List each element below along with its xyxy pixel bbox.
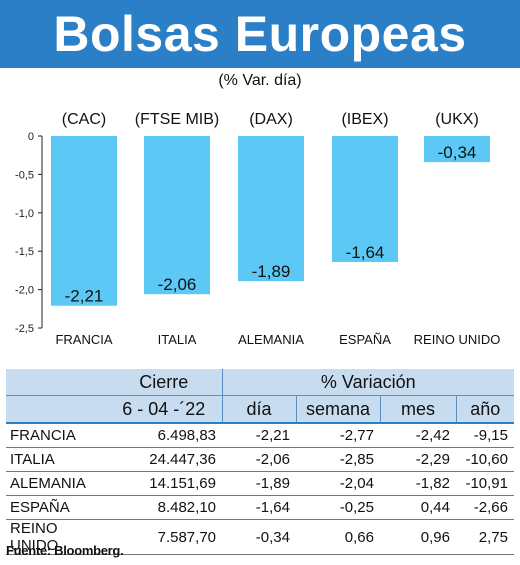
data-label: -0,34 [438,143,477,162]
y-tick-label: -0,5 [15,169,34,181]
row-semana: -2,04 [296,471,380,496]
category-label: FRANCIA [55,332,112,347]
series-code-label: (CAC) [62,111,106,128]
category-label: ESPAÑA [339,332,391,347]
y-tick-label: -1,0 [15,208,34,220]
row-mes: 0,44 [380,495,456,520]
bar [51,136,117,306]
data-label: -2,21 [65,287,104,306]
table-row: FRANCIA 6.498,83 -2,21 -2,77 -2,42 -9,15 [6,423,514,448]
row-cierre: 8.482,10 [106,495,222,520]
bar [424,136,490,163]
category-label: REINO UNIDO [414,332,501,347]
source-note: Fuente: Bloomberg. [6,543,124,558]
row-mes: 0,96 [380,519,456,555]
data-table-wrapper: Cierre % Variación 6 - 04 -´22 día seman… [6,369,514,555]
title-bar [0,0,520,68]
row-name: ALEMANIA [6,471,106,496]
header-anio: año [456,395,514,424]
series-code-label: (FTSE MIB) [135,111,219,128]
row-dia: -2,06 [222,447,296,472]
header-cierre: Cierre [106,369,223,396]
table-row: REINO UNIDO 7.587,70 -0,34 0,66 0,96 2,7… [6,519,514,555]
header-variacion: % Variación [222,369,514,396]
bar-chart: 0 -0,5 -1,0 -1,5 -2,0 -2,5 (CAC) -2,21 FRANCIA (F… [15,111,501,347]
data-label: -1,89 [252,262,291,281]
row-cierre: 14.151,69 [106,471,222,496]
header-mes: mes [380,395,457,424]
table-row: ALEMANIA 14.151,69 -1,89 -2,04 -1,82 -10… [6,471,514,496]
row-name: ESPAÑA [6,495,106,520]
row-dia: -1,64 [222,495,296,520]
bar [238,136,304,282]
bar [144,136,210,295]
table-header-empty [6,395,106,424]
row-semana: -2,77 [296,423,380,448]
category-label: ITALIA [158,332,197,347]
row-dia: -1,89 [222,471,296,496]
y-tick-label: -2,0 [15,285,34,297]
table-row: ITALIA 24.447,36 -2,06 -2,85 -2,29 -10,6… [6,447,514,472]
row-name: REINO UNIDO [6,519,106,555]
page-title: Bolsas Europeas [53,6,467,62]
row-dia: -2,21 [222,423,296,448]
header-semana: semana [296,395,381,424]
series-code-label: (UKX) [435,111,479,128]
data-label: -2,06 [158,275,197,294]
category-label: ALEMANIA [238,332,304,347]
row-anio: -10,91 [456,471,514,496]
row-semana: -0,25 [296,495,380,520]
row-anio: -9,15 [456,423,514,448]
data-label: -1,64 [346,243,385,262]
row-cierre: 6.498,83 [106,423,222,448]
row-mes: -2,29 [380,447,456,472]
table-header-row-2: 6 - 04 -´22 día semana mes año [6,395,514,424]
row-anio: -10,60 [456,447,514,472]
row-name: FRANCIA [6,423,106,448]
row-name: ITALIA [6,447,106,472]
series-code-label: (DAX) [249,111,293,128]
row-anio: -2,66 [456,495,514,520]
table-header-row-1: Cierre % Variación [6,369,514,396]
row-cierre: 24.447,36 [106,447,222,472]
table-header-empty [6,369,106,396]
y-tick-label: -1,5 [15,246,34,258]
row-cierre: 7.587,70 [106,519,222,555]
header-date: 6 - 04 -´22 [106,395,223,424]
row-mes: -1,82 [380,471,456,496]
bar [332,136,398,262]
y-tick-label: 0 [28,131,34,143]
header-dia: día [222,395,297,424]
table-row: ESPAÑA 8.482,10 -1,64 -0,25 0,44 -2,66 [6,495,514,520]
y-tick-label: -2,5 [15,323,34,335]
row-semana: 0,66 [296,519,380,555]
chart-subtitle: (% Var. día) [218,72,302,89]
row-anio: 2,75 [456,519,514,555]
series-code-label: (IBEX) [341,111,388,128]
row-dia: -0,34 [222,519,296,555]
row-semana: -2,85 [296,447,380,472]
data-table: Cierre % Variación 6 - 04 -´22 día seman… [6,369,514,555]
row-mes: -2,42 [380,423,456,448]
